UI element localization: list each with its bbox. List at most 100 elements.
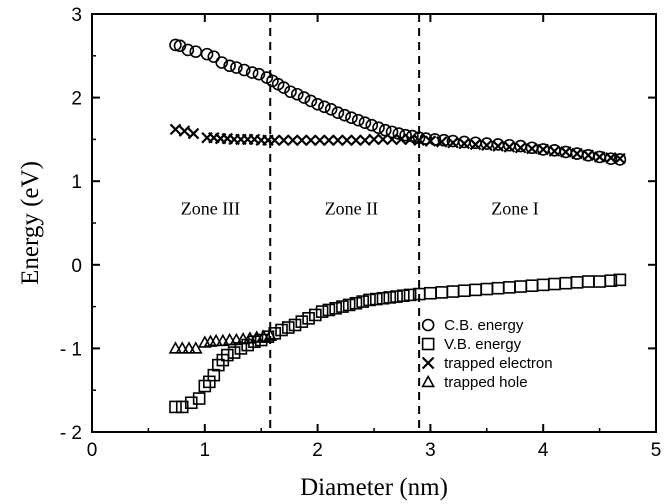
- data-point-square: [525, 279, 539, 293]
- x-tick-label: 3: [425, 440, 436, 461]
- data-point-cross: [305, 134, 317, 147]
- data-point-cross: [187, 127, 200, 140]
- data-point-cross: [395, 133, 407, 146]
- zone-label: Zone II: [325, 199, 378, 219]
- y-tick-label: 1: [71, 172, 82, 193]
- data-point-circle: [365, 118, 379, 132]
- x-tick-label: 1: [200, 440, 211, 461]
- data-point-circle: [181, 43, 195, 57]
- data-point-square: [295, 315, 309, 328]
- data-point-square: [604, 274, 618, 287]
- plot-content: [168, 38, 627, 414]
- data-point-square: [207, 368, 221, 382]
- data-point-square: [356, 295, 370, 308]
- data-point-cross: [323, 134, 335, 147]
- data-point-cross: [314, 134, 326, 147]
- data-point-square: [548, 277, 561, 291]
- plot-frame: [91, 13, 657, 433]
- data-point-square: [559, 276, 573, 290]
- data-point-cross: [386, 133, 398, 146]
- data-point-cross: [582, 149, 595, 162]
- data-point-square: [503, 281, 516, 294]
- data-point-square: [397, 289, 410, 303]
- data-point-circle: [351, 113, 365, 127]
- axes: 0 1 2 3 4 5 - 2 - 1 0 1 2 3: [60, 5, 661, 461]
- data-point-circle: [358, 116, 372, 129]
- data-point-square: [469, 283, 482, 297]
- data-point-circle: [392, 127, 406, 140]
- data-point-circle: [311, 97, 324, 111]
- y-tick-label: 0: [71, 256, 82, 277]
- data-point-square: [315, 305, 329, 318]
- data-point-cross: [537, 143, 549, 156]
- data-point-square: [169, 400, 182, 414]
- data-point-circle: [613, 153, 627, 166]
- data-point-circle: [604, 152, 618, 165]
- x-tick-label: 4: [538, 440, 549, 461]
- data-point-circle: [207, 50, 221, 63]
- data-point-circle: [245, 66, 259, 79]
- data-point-circle: [290, 87, 304, 101]
- data-point-circle: [230, 61, 243, 74]
- data-point-square: [403, 288, 417, 302]
- data-point-square: [435, 286, 448, 299]
- data-point-triangle: [168, 341, 183, 354]
- data-point-circle: [169, 38, 182, 52]
- zone-label: Zone I: [491, 199, 538, 219]
- legend: C.B. energy V.B. energy trapped electron tr…: [421, 317, 553, 391]
- data-point-circle: [304, 94, 318, 108]
- x-tick-label: 5: [651, 440, 662, 461]
- data-point-square: [421, 337, 435, 351]
- data-point-square: [322, 303, 336, 317]
- zone-label: Zone III: [181, 199, 240, 219]
- data-point-circle: [345, 111, 358, 124]
- data-point-circle: [318, 100, 331, 114]
- y-tick-label: 3: [71, 5, 82, 26]
- data-point-circle: [237, 63, 251, 77]
- data-point-circle: [457, 135, 471, 149]
- data-point-circle: [223, 59, 236, 73]
- data-point-cross: [368, 133, 380, 146]
- data-point-square: [288, 318, 302, 332]
- x-axis-label: Diameter (nm): [300, 474, 448, 501]
- data-point-square: [383, 291, 397, 304]
- data-point-cross: [277, 134, 290, 147]
- y-axis-label: Energy (eV): [17, 161, 44, 285]
- data-point-cross: [435, 136, 448, 148]
- data-point-cross: [593, 151, 606, 163]
- data-point-square: [570, 276, 584, 289]
- data-point-square: [376, 291, 390, 305]
- data-point-square: [363, 293, 376, 307]
- data-point-circle: [399, 128, 412, 142]
- data-point-cross: [614, 152, 626, 165]
- data-point-cross: [268, 134, 281, 147]
- data-point-square: [309, 308, 322, 322]
- data-point-cross: [458, 137, 471, 150]
- data-point-circle: [372, 121, 385, 134]
- data-point-square: [329, 301, 342, 315]
- data-point-cross: [332, 134, 344, 147]
- data-point-square: [390, 290, 403, 303]
- data-point-square: [275, 323, 288, 337]
- data-point-cross: [169, 123, 182, 136]
- data-point-cross: [469, 138, 482, 151]
- data-point-square: [536, 278, 550, 292]
- data-point-triangle: [188, 341, 203, 354]
- data-point-circle: [331, 106, 345, 119]
- data-point-square: [198, 379, 212, 393]
- data-point-circle: [514, 139, 527, 153]
- data-point-cross: [571, 147, 583, 160]
- data-point-circle: [338, 108, 351, 122]
- data-point-triangle: [182, 341, 196, 354]
- data-point-cross: [526, 142, 538, 155]
- data-point-cross: [447, 136, 459, 149]
- x-tick-label: 0: [87, 440, 98, 461]
- x-tick-label: 2: [312, 440, 323, 461]
- legend-label: trapped electron: [444, 355, 552, 372]
- data-point-circle: [284, 85, 297, 99]
- data-point-triangle: [421, 374, 436, 388]
- data-point-circle: [385, 125, 399, 139]
- data-point-square: [342, 298, 356, 312]
- data-point-cross: [424, 135, 437, 147]
- data-point-cross: [559, 146, 572, 158]
